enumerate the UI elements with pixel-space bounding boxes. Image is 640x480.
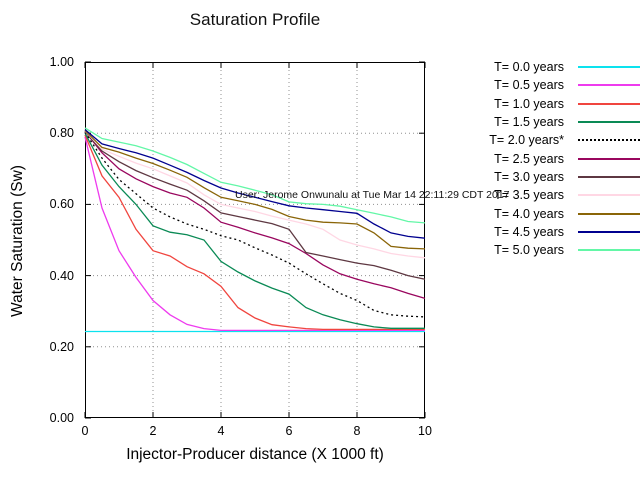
y-tick-label: 0.20 (49, 339, 74, 354)
plot-border (85, 62, 425, 418)
chart-legend: T= 0.0 years T= 0.5 years T= 1.0 years T= 1… (452, 58, 640, 259)
series-line (84, 130, 426, 300)
legend-label: T= 4.5 years (494, 224, 564, 239)
legend-item: T= 3.5 years (452, 186, 640, 204)
x-axis-title: Injector-Producer distance (X 1000 ft) (126, 446, 384, 463)
legend-item: T= 3.0 years (452, 168, 640, 186)
series-line (84, 131, 426, 318)
y-axis-title: Water Saturation (Sw) (9, 165, 26, 317)
legend-line-sample (578, 175, 640, 178)
legend-item: T= 5.0 years (452, 241, 640, 259)
legend-line-sample (578, 212, 640, 215)
legend-label: T= 2.5 years (494, 151, 564, 166)
legend-label: T= 1.5 years (494, 115, 564, 130)
legend-line-sample (578, 121, 640, 124)
legend-item: T= 4.5 years (452, 223, 640, 241)
legend-item: T= 2.0 years* (452, 131, 640, 149)
legend-line-sample (578, 139, 640, 142)
legend-item: T= 2.5 years (452, 149, 640, 167)
x-tick-label: 10 (418, 424, 432, 438)
series-line (84, 129, 426, 239)
legend-item: T= 0.5 years (452, 76, 640, 94)
legend-item: T= 1.5 years (452, 113, 640, 131)
legend-label: T= 4.0 years (494, 206, 564, 221)
series-line (84, 130, 426, 280)
legend-label: T= 0.5 years (494, 78, 564, 93)
x-tick-label: 4 (217, 424, 225, 438)
legend-label: T= 3.5 years (494, 188, 564, 203)
chart-title: Saturation Profile (189, 10, 321, 29)
x-tick-label: 6 (285, 424, 293, 438)
y-tick-label: 0.60 (49, 197, 74, 212)
x-tick-label: 2 (149, 424, 157, 438)
legend-item: T= 1.0 years (452, 95, 640, 113)
plot-canvas (84, 61, 426, 419)
series-line (84, 129, 426, 250)
legend-line-sample (578, 66, 640, 69)
legend-item: T= 4.0 years (452, 204, 640, 222)
series-line (84, 136, 425, 332)
legend-label: T= 2.0 years* (489, 133, 564, 148)
x-tick-label: 8 (353, 424, 361, 438)
legend-item: T= 0.0 years (452, 58, 640, 76)
legend-line-sample (578, 230, 640, 233)
legend-line-sample (578, 102, 640, 105)
plot-area: User: Jerome Onwunalu at Tue Mar 14 22:1… (84, 61, 510, 419)
y-tick-label: 0.80 (49, 126, 74, 141)
y-tick-label: 1.00 (49, 55, 74, 69)
legend-label: T= 1.0 years (494, 96, 564, 111)
legend-label: T= 5.0 years (494, 243, 564, 258)
legend-line-sample (578, 157, 640, 160)
y-tick-label: 0.00 (49, 411, 74, 425)
user-annotation: User: Jerome Onwunalu at Tue Mar 14 22:1… (235, 189, 510, 201)
y-tick-label: 0.40 (49, 268, 74, 283)
legend-line-sample (578, 194, 640, 197)
series-line (84, 132, 425, 329)
x-tick-label: 0 (81, 424, 89, 438)
legend-label: T= 3.0 years (494, 169, 564, 184)
legend-label: T= 0.0 years (494, 60, 564, 75)
series-line (84, 127, 426, 224)
series-line (84, 130, 426, 259)
series-line (84, 134, 425, 331)
legend-line-sample (578, 84, 640, 87)
legend-line-sample (578, 249, 640, 252)
